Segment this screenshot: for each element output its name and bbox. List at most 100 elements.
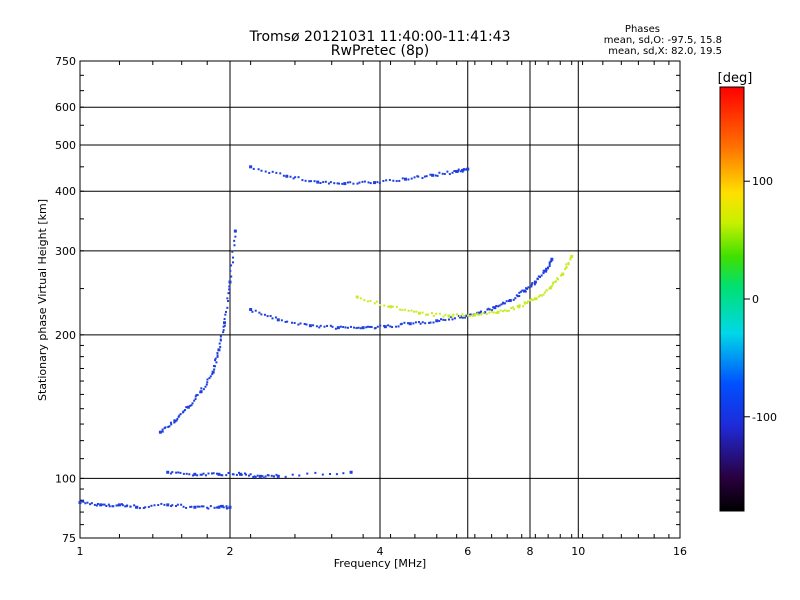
data-point	[502, 302, 505, 305]
data-point	[86, 501, 89, 504]
data-point	[544, 269, 548, 273]
data-point	[249, 165, 253, 169]
x-tick-label: 6	[464, 545, 471, 558]
data-point	[194, 398, 197, 401]
data-point	[507, 309, 510, 312]
chart-subtitle: RwPretec (8p)	[331, 43, 429, 59]
data-point	[355, 295, 359, 299]
data-point	[233, 244, 236, 247]
data-point	[505, 300, 508, 303]
data-point	[272, 475, 275, 478]
data-point	[306, 472, 309, 475]
data-point	[232, 473, 235, 476]
data-point	[208, 377, 211, 380]
data-point	[239, 472, 243, 476]
data-point	[237, 471, 240, 474]
data-point	[366, 325, 369, 328]
data-point	[147, 505, 150, 508]
data-point	[190, 505, 193, 508]
data-point	[144, 506, 147, 509]
data-point	[254, 309, 257, 312]
y-tick-label: 75	[62, 532, 76, 545]
data-point	[179, 471, 182, 474]
data-point	[361, 180, 364, 183]
data-point	[500, 303, 503, 306]
data-point	[222, 506, 225, 509]
data-point	[133, 504, 136, 507]
data-point	[150, 504, 153, 507]
data-point	[189, 505, 192, 508]
series-low-height-echoes	[78, 500, 232, 510]
data-point	[252, 167, 255, 170]
data-point	[503, 302, 506, 305]
data-point	[426, 313, 429, 316]
data-point	[322, 181, 325, 184]
data-point	[177, 471, 180, 474]
data-point	[329, 181, 332, 184]
data-point	[432, 314, 435, 317]
data-point	[569, 258, 572, 261]
data-point	[443, 172, 446, 175]
data-point	[225, 474, 228, 477]
data-point	[95, 504, 98, 507]
x-tick-label: 16	[673, 545, 687, 558]
data-point	[542, 271, 545, 274]
y-tick-label: 400	[55, 185, 76, 198]
data-point	[518, 291, 521, 294]
data-point	[299, 322, 302, 325]
data-point	[175, 419, 178, 422]
data-point	[209, 375, 212, 378]
data-point	[523, 289, 527, 293]
data-point	[170, 472, 173, 475]
x-tick-label: 10	[571, 545, 585, 558]
data-point	[257, 168, 260, 171]
data-point	[216, 472, 219, 475]
data-point	[485, 313, 488, 316]
data-point	[206, 378, 209, 381]
stats-o-mode: mean, sd,O: -97.5, 15.8	[604, 35, 722, 46]
data-point	[455, 169, 459, 173]
data-points	[78, 165, 574, 510]
data-point	[567, 263, 570, 266]
data-point	[216, 355, 219, 358]
data-point	[198, 505, 201, 508]
data-point	[185, 472, 188, 475]
data-point	[289, 175, 292, 178]
data-point	[412, 322, 415, 325]
stats-title: Phases	[625, 24, 660, 35]
x-tick-label: 4	[377, 545, 384, 558]
data-point	[207, 507, 210, 510]
data-point	[477, 313, 480, 316]
data-point	[523, 302, 526, 305]
data-point	[342, 472, 345, 475]
data-point	[120, 503, 123, 506]
data-point	[525, 287, 528, 290]
data-point	[223, 318, 226, 321]
data-point	[80, 500, 83, 503]
data-point	[480, 313, 483, 316]
data-point	[448, 173, 451, 176]
data-point	[188, 473, 191, 476]
data-point	[258, 311, 261, 314]
data-point	[230, 275, 233, 278]
data-point	[105, 505, 108, 508]
y-tick-label: 500	[55, 139, 76, 152]
data-point	[225, 505, 228, 508]
colorbar-label: [deg]	[718, 71, 753, 86]
data-point	[363, 180, 366, 183]
data-point	[280, 319, 283, 322]
data-point	[417, 175, 420, 178]
series-x-mode-f-trace	[355, 254, 574, 318]
data-point	[142, 507, 145, 510]
data-point	[438, 312, 441, 315]
data-point	[184, 409, 187, 412]
data-point	[331, 325, 334, 328]
data-point	[193, 472, 197, 476]
data-point	[491, 309, 494, 312]
data-point	[222, 329, 225, 332]
data-point	[170, 423, 173, 426]
data-point	[496, 310, 500, 314]
data-point	[263, 313, 266, 316]
data-point	[164, 426, 167, 429]
data-point	[268, 171, 271, 174]
